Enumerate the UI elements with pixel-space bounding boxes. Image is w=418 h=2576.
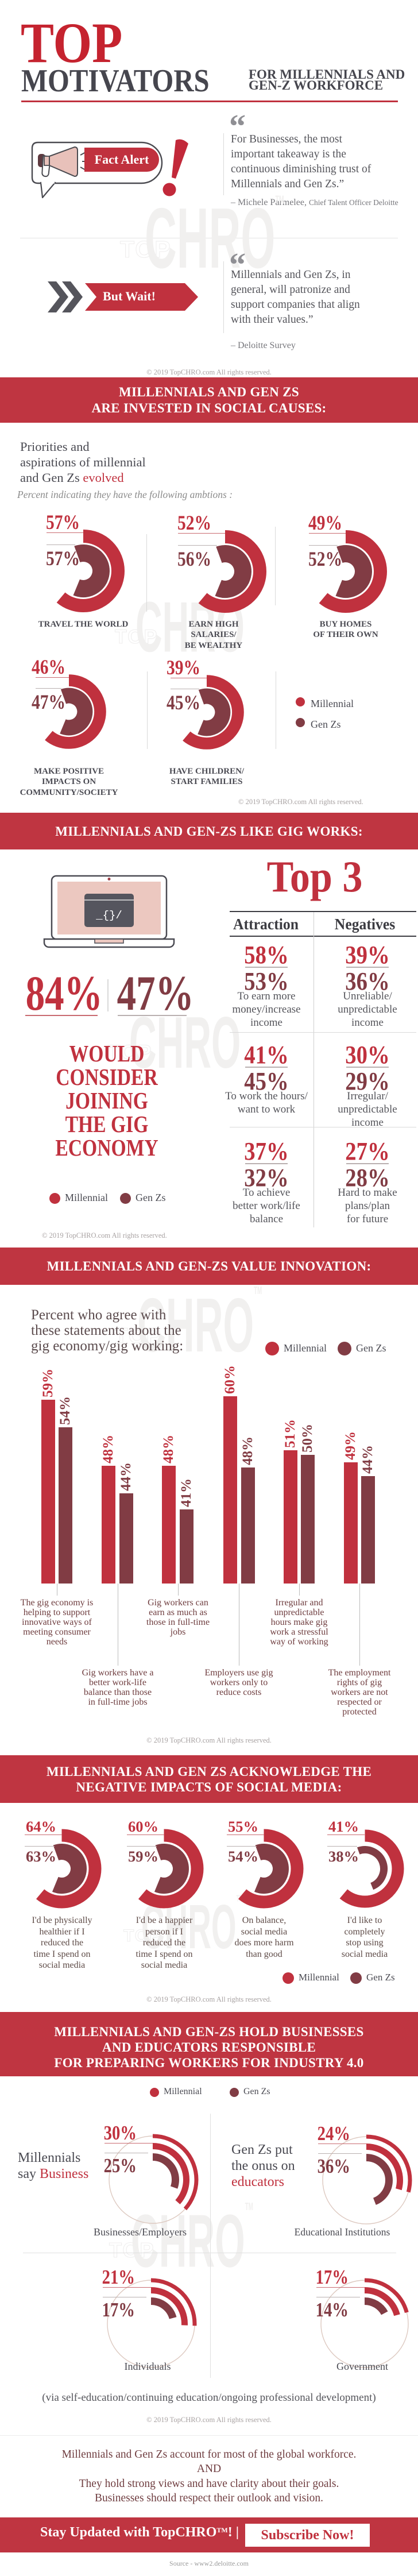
svg-text:_{}/: _{}/ [95,909,122,922]
